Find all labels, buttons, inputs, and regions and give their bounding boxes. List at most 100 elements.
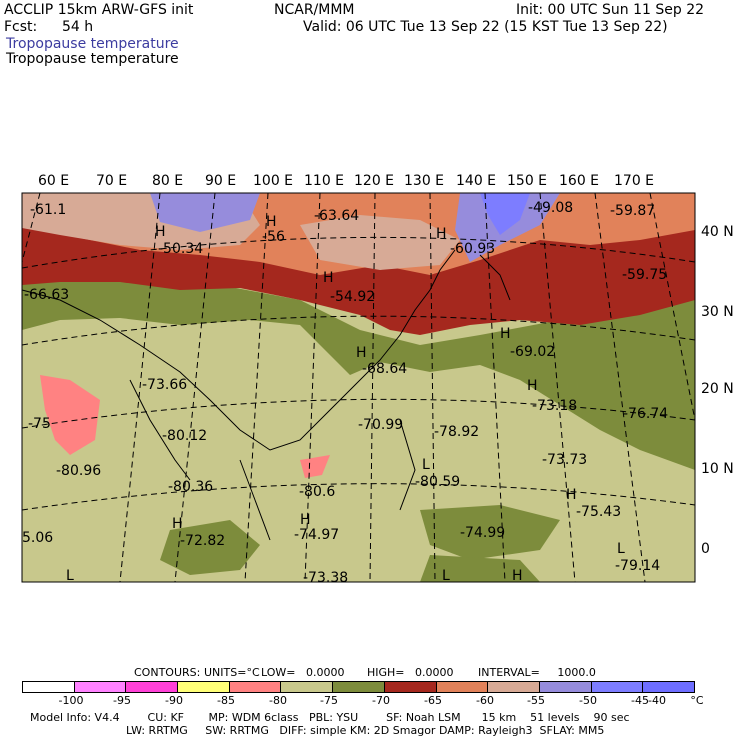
contour-label: -75.43 xyxy=(576,504,621,520)
legend-swatch xyxy=(384,682,437,692)
legend-swatch xyxy=(126,682,179,692)
contour-label: -70.99 xyxy=(358,417,403,433)
legend-swatch xyxy=(436,682,489,692)
legend-label: -100 xyxy=(58,694,84,707)
legend-swatch xyxy=(178,682,230,692)
forecast-hours: 54 h xyxy=(62,19,94,35)
map-frame xyxy=(21,192,696,583)
legend-label: -50 xyxy=(579,694,597,707)
contour-label: 5.06 xyxy=(22,530,53,546)
low-marker: L xyxy=(422,457,430,473)
model-title: ACCLIP 15km ARW-GFS init xyxy=(4,2,194,18)
contour-label: -49.08 xyxy=(528,200,573,216)
contour-label: -56 xyxy=(262,229,285,245)
contour-label: -60.93 xyxy=(450,241,495,257)
contour-label: -66.63 xyxy=(24,287,69,303)
legend-label: -80 xyxy=(269,694,287,707)
low-marker: L xyxy=(66,568,74,584)
high-marker: H xyxy=(500,326,511,342)
legend-label: -45 xyxy=(631,694,649,707)
contour-label: -79.14 xyxy=(615,558,660,574)
tropopause-temperature-map: 60 E 70 E 80 E 90 E 100 E 110 E 120 E 13… xyxy=(21,173,734,586)
lon-tick-120e: 120 E xyxy=(354,173,394,189)
lat-tick-30n: 30 N xyxy=(701,304,734,320)
low-marker: L xyxy=(442,568,450,584)
contour-label: -59.75 xyxy=(622,267,667,283)
legend-swatch xyxy=(591,682,644,692)
contour-label: -72.82 xyxy=(180,533,225,549)
contours-high: HIGH= 0.0000 xyxy=(367,666,454,679)
contour-label: -68.64 xyxy=(362,361,407,377)
contour-label: -50.34 xyxy=(158,241,203,257)
contour-label: -80.12 xyxy=(162,428,207,444)
high-marker: H xyxy=(266,214,277,230)
legend-swatch xyxy=(488,682,540,692)
contour-label: -80.59 xyxy=(415,474,460,490)
high-marker: H xyxy=(566,487,577,503)
legend-swatch xyxy=(333,682,385,692)
lat-tick-0: 0 xyxy=(701,541,710,557)
lon-tick-150e: 150 E xyxy=(507,173,547,189)
lat-tick-10n: 10 N xyxy=(701,461,734,477)
legend-label: -85 xyxy=(217,694,235,707)
contour-label: -73.18 xyxy=(532,398,577,414)
contour-label: -63.64 xyxy=(314,208,359,224)
legend-unit: °C xyxy=(690,694,704,707)
color-legend-labels: -100 -95 -90 -85 -80 -75 -70 -65 -60 -55… xyxy=(0,694,740,708)
lon-tick-160e: 160 E xyxy=(559,173,599,189)
contour-label: -80.96 xyxy=(56,463,101,479)
legend-swatch xyxy=(539,682,592,692)
legend-label: -55 xyxy=(527,694,545,707)
high-marker: H xyxy=(512,568,523,584)
high-marker: H xyxy=(323,270,334,286)
high-marker: H xyxy=(436,226,447,242)
legend-label: -75 xyxy=(320,694,338,707)
latitude-ticks: 40 N 30 N 20 N 10 N 0 xyxy=(701,224,734,557)
contour-label: -73.73 xyxy=(542,452,587,468)
valid-time: Valid: 06 UTC Tue 13 Sep 22 (15 KST Tue … xyxy=(303,19,668,35)
contour-label: -73.38 xyxy=(303,570,348,586)
forecast-label: Fcst: xyxy=(4,19,38,35)
contour-label: -74.99 xyxy=(460,525,505,541)
model-info-line-1: Model Info: V4.4 CU: KF MP: WDM 6class P… xyxy=(30,711,630,724)
contour-label: -74.97 xyxy=(294,527,339,543)
lon-tick-110e: 110 E xyxy=(304,173,344,189)
contour-label: -61.1 xyxy=(30,202,66,218)
high-marker: H xyxy=(527,378,538,394)
color-legend-bar xyxy=(22,681,695,693)
contour-label: -69.02 xyxy=(510,344,555,360)
center-label: NCAR/MMM xyxy=(274,2,355,18)
lon-tick-170e: 170 E xyxy=(614,173,654,189)
legend-swatch xyxy=(229,682,282,692)
legend-swatch xyxy=(23,682,75,692)
high-marker: H xyxy=(356,345,367,361)
contour-label: -59.87 xyxy=(610,203,655,219)
lon-tick-80e: 80 E xyxy=(152,173,183,189)
high-marker: H xyxy=(172,516,183,532)
contour-labels: -61.1 H -50.34 H -56 -63.64 H -60.93 -49… xyxy=(22,200,668,586)
lon-tick-90e: 90 E xyxy=(205,173,236,189)
lat-tick-40n: 40 N xyxy=(701,224,734,240)
low-marker: L xyxy=(617,541,625,557)
contour-label: -80.6 xyxy=(299,484,335,500)
contours-low: LOW= 0.0000 xyxy=(261,666,345,679)
field-title-colored: Tropopause temperature xyxy=(6,36,179,52)
legend-label: -60 xyxy=(476,694,494,707)
contour-label: -73.66 xyxy=(142,377,187,393)
legend-label: -65 xyxy=(424,694,442,707)
lon-tick-60e: 60 E xyxy=(38,173,69,189)
lon-tick-100e: 100 E xyxy=(253,173,293,189)
lon-tick-140e: 140 E xyxy=(456,173,496,189)
contour-label: -76.74 xyxy=(623,406,668,422)
contours-interval: INTERVAL= 1000.0 xyxy=(478,666,596,679)
lon-tick-70e: 70 E xyxy=(96,173,127,189)
contour-label: -54.92 xyxy=(330,289,375,305)
model-info-line-2: LW: RRTMG SW: RRTMG DIFF: simple KM: 2D … xyxy=(126,724,605,737)
high-marker: H xyxy=(300,512,311,528)
contour-label: -80.36 xyxy=(168,479,213,495)
init-time: Init: 00 UTC Sun 11 Sep 22 xyxy=(516,2,705,18)
field-title: Tropopause temperature xyxy=(6,51,179,67)
contour-label: -78.92 xyxy=(434,424,479,440)
legend-swatch xyxy=(74,682,127,692)
legend-label: -40 xyxy=(648,694,666,707)
